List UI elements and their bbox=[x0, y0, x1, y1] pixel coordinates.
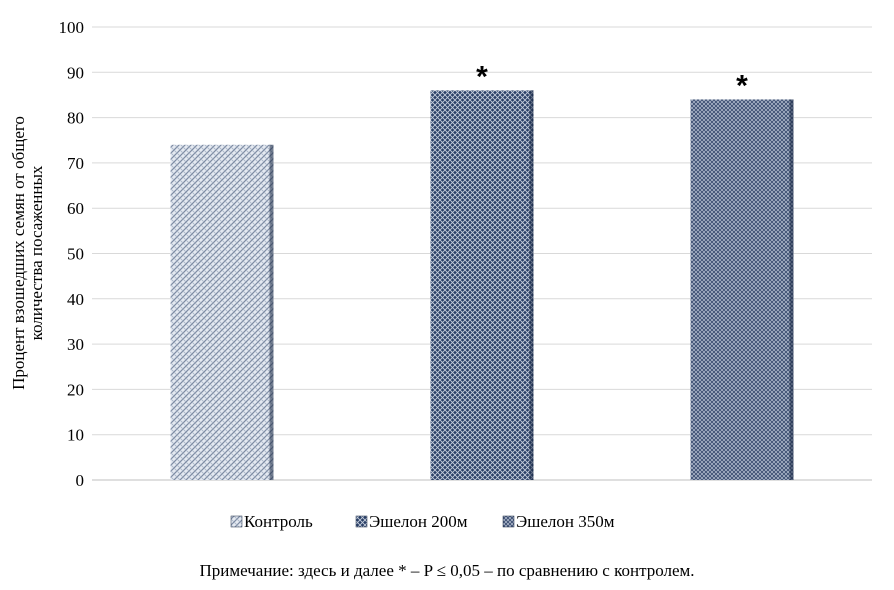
y-tick-label: 20 bbox=[67, 380, 84, 399]
bar-2 bbox=[430, 90, 534, 481]
bar-edge bbox=[269, 144, 274, 480]
bar-edge bbox=[789, 99, 794, 480]
significance-star: * bbox=[736, 69, 748, 102]
legend-swatch bbox=[355, 515, 368, 528]
footnote: Примечание: здесь и далее * – P ≤ 0,05 –… bbox=[199, 561, 695, 580]
bar-3 bbox=[690, 99, 794, 480]
y-tick-label: 90 bbox=[67, 63, 84, 82]
bars bbox=[170, 90, 794, 481]
y-tick-label: 40 bbox=[67, 290, 84, 309]
y-tick-label: 100 bbox=[59, 18, 85, 37]
y-axis-label-line: количества посаженных bbox=[27, 165, 46, 340]
y-tick-label: 30 bbox=[67, 335, 84, 354]
y-axis-label: Процент взошедших семян от общего количес… bbox=[9, 116, 46, 390]
legend: Контроль Эшелон 200м Эшелон 350м bbox=[230, 512, 615, 531]
legend-swatch bbox=[502, 515, 515, 528]
y-axis-label-line: Процент взошедших семян от общего bbox=[9, 116, 28, 390]
y-tick-label: 50 bbox=[67, 245, 84, 264]
significance-star: * bbox=[476, 60, 488, 93]
y-tick-label: 60 bbox=[67, 199, 84, 218]
y-tick-label: 80 bbox=[67, 109, 84, 128]
legend-label: Контроль bbox=[244, 512, 313, 531]
y-axis-ticks: 0 10 20 30 40 50 60 70 80 90 100 bbox=[59, 18, 85, 490]
bar-1 bbox=[170, 144, 274, 480]
y-tick-label: 70 bbox=[67, 154, 84, 173]
legend-swatch bbox=[230, 515, 243, 528]
bar-edge bbox=[529, 90, 534, 481]
legend-label: Эшелон 200м bbox=[369, 512, 468, 531]
y-tick-label: 0 bbox=[76, 471, 85, 490]
significance-markers: * * bbox=[476, 60, 748, 102]
y-tick-label: 10 bbox=[67, 426, 84, 445]
legend-label: Эшелон 350м bbox=[516, 512, 615, 531]
